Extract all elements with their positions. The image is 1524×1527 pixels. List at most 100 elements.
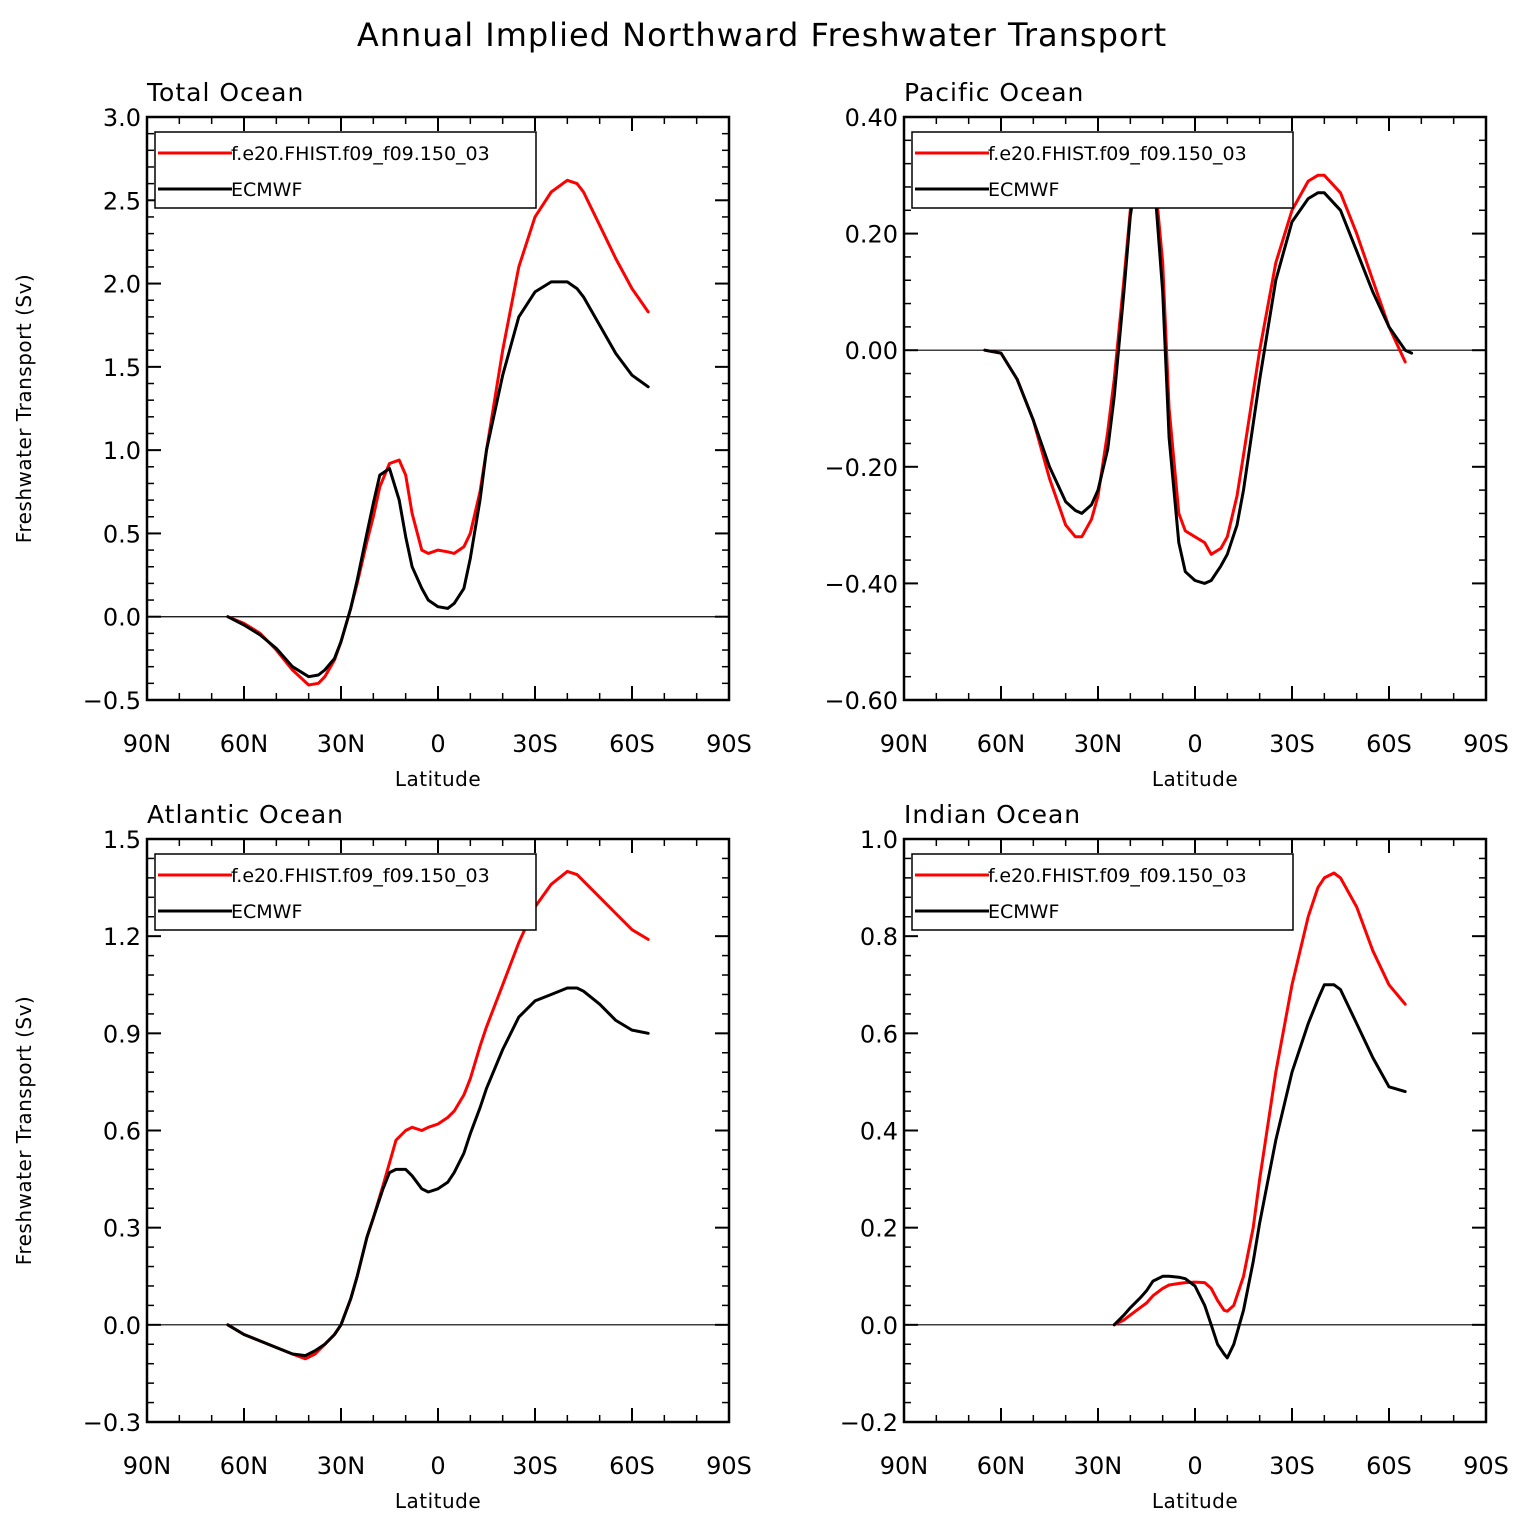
series-line-model xyxy=(226,178,650,687)
y-tick-label: 2.0 xyxy=(103,271,141,299)
legend-label: ECMWF xyxy=(988,179,1059,201)
x-tick-label: 90N xyxy=(880,1452,929,1480)
x-tick-label: 60N xyxy=(220,730,269,758)
plot-frame xyxy=(145,837,731,1424)
atlantic-ocean-panel: Atlantic Ocean −0.3 0.0 0.3 0.6 0.9 1.2 1.5 90N 6… xyxy=(12,800,752,1513)
x-tick-label: 0 xyxy=(1187,730,1202,758)
plot-frame xyxy=(902,115,1488,702)
y-tick-label: 0.9 xyxy=(103,1020,141,1048)
series-line-ecmwf xyxy=(226,986,650,1358)
panel-title: Indian Ocean xyxy=(904,800,1081,829)
y-tick-label: −0.5 xyxy=(83,687,141,715)
x-tick-label: 60N xyxy=(220,1452,269,1480)
legend-box xyxy=(911,131,1294,209)
x-tick-label: 30N xyxy=(1074,730,1123,758)
indian-ocean-panel: Indian Ocean −0.2 0.0 0.2 0.4 0.6 0.8 1.0 90N 60N… xyxy=(840,800,1509,1513)
total-ocean-panel: Total Ocean −0.5 0.0 0.5 1.0 1.5 2.0 2.5 3.0 90N 6… xyxy=(12,78,752,791)
y-tick-label: 0.20 xyxy=(845,221,898,249)
y-tick-label: 1.5 xyxy=(103,826,141,854)
legend-label: ECMWF xyxy=(231,901,302,923)
legend-label: f.e20.FHIST.f09_f09.150_03 xyxy=(988,143,1247,165)
x-tick-label: 90S xyxy=(706,1452,752,1480)
x-tick-label: 0 xyxy=(430,730,445,758)
panel-title: Atlantic Ocean xyxy=(147,800,344,829)
legend: f.e20.FHIST.f09_f09.150_03 ECMWF xyxy=(911,131,1294,209)
legend-box xyxy=(154,131,537,209)
panel-title: Pacific Ocean xyxy=(904,78,1084,107)
y-axis-label: Freshwater Transport (Sv) xyxy=(12,996,36,1265)
series-line-model xyxy=(983,150,1407,556)
x-axis-label: Latitude xyxy=(395,1489,481,1513)
legend-label: ECMWF xyxy=(988,901,1059,923)
y-tick-label: −0.2 xyxy=(840,1409,898,1437)
legend-box xyxy=(911,853,1294,931)
y-tick-label: 0.8 xyxy=(860,923,898,951)
x-tick-label: 90S xyxy=(706,730,752,758)
y-tick-label: 0.0 xyxy=(103,604,141,632)
y-tick-label: −0.60 xyxy=(824,687,898,715)
y-tick-label: 1.2 xyxy=(103,923,141,951)
y-tick-label: 0.6 xyxy=(860,1020,898,1048)
x-tick-label: 90N xyxy=(123,730,172,758)
y-tick-label: −0.20 xyxy=(824,454,898,482)
y-tick-label: −0.40 xyxy=(824,570,898,598)
y-tick-label: 1.0 xyxy=(103,437,141,465)
y-tick-label: 3.0 xyxy=(103,104,141,132)
panel-title: Total Ocean xyxy=(146,78,304,107)
x-axis-label: Latitude xyxy=(1152,1489,1238,1513)
y-tick-label: 0.4 xyxy=(860,1118,898,1146)
x-tick-label: 30S xyxy=(512,1452,558,1480)
x-tick-label: 30N xyxy=(1074,1452,1123,1480)
legend-label: f.e20.FHIST.f09_f09.150_03 xyxy=(988,865,1247,887)
y-tick-label: 0.0 xyxy=(860,1312,898,1340)
x-tick-label: 60N xyxy=(977,1452,1026,1480)
series-line-ecmwf xyxy=(983,133,1414,585)
x-tick-label: 60N xyxy=(977,730,1026,758)
figure-title: Annual Implied Northward Freshwater Tran… xyxy=(357,16,1167,54)
x-tick-label: 0 xyxy=(1187,1452,1202,1480)
legend: f.e20.FHIST.f09_f09.150_03 ECMWF xyxy=(911,853,1294,931)
plot-frame xyxy=(902,837,1488,1424)
legend-label: f.e20.FHIST.f09_f09.150_03 xyxy=(231,865,490,887)
x-tick-label: 0 xyxy=(430,1452,445,1480)
x-tick-label: 30S xyxy=(1269,1452,1315,1480)
series-line-model xyxy=(1112,871,1407,1327)
x-tick-label: 30S xyxy=(1269,730,1315,758)
pacific-ocean-panel: Pacific Ocean −0.60 −0.40 −0.20 0.00 0.20 0.40… xyxy=(824,78,1508,791)
y-axis-label: Freshwater Transport (Sv) xyxy=(12,274,36,543)
y-tick-label: 0.3 xyxy=(103,1215,141,1243)
legend-box xyxy=(154,853,537,931)
y-tick-label: 0.0 xyxy=(103,1312,141,1340)
x-tick-label: 60S xyxy=(1366,730,1412,758)
x-tick-label: 30S xyxy=(512,730,558,758)
x-tick-label: 30N xyxy=(317,1452,366,1480)
y-tick-label: 1.0 xyxy=(860,826,898,854)
y-tick-label: 2.5 xyxy=(103,187,141,215)
series-line-ecmwf xyxy=(226,280,650,679)
y-tick-label: 0.00 xyxy=(845,337,898,365)
legend-label: ECMWF xyxy=(231,179,302,201)
series-line-ecmwf xyxy=(1112,983,1407,1360)
y-tick-label: −0.3 xyxy=(83,1409,141,1437)
x-tick-label: 90N xyxy=(880,730,929,758)
y-tick-label: 0.6 xyxy=(103,1118,141,1146)
x-tick-label: 90S xyxy=(1463,1452,1509,1480)
x-tick-label: 60S xyxy=(1366,1452,1412,1480)
x-tick-label: 60S xyxy=(609,730,655,758)
x-axis-label: Latitude xyxy=(395,767,481,791)
y-tick-label: 0.40 xyxy=(845,104,898,132)
plot-frame xyxy=(145,115,731,702)
x-tick-label: 60S xyxy=(609,1452,655,1480)
y-tick-label: 1.5 xyxy=(103,354,141,382)
legend-label: f.e20.FHIST.f09_f09.150_03 xyxy=(231,143,490,165)
y-tick-label: 0.5 xyxy=(103,520,141,548)
x-axis-label: Latitude xyxy=(1152,767,1238,791)
y-tick-label: 0.2 xyxy=(860,1215,898,1243)
series-line-model xyxy=(226,869,650,1361)
x-tick-label: 90S xyxy=(1463,730,1509,758)
x-tick-label: 90N xyxy=(123,1452,172,1480)
x-tick-label: 30N xyxy=(317,730,366,758)
legend: f.e20.FHIST.f09_f09.150_03 ECMWF xyxy=(154,853,537,931)
legend: f.e20.FHIST.f09_f09.150_03 ECMWF xyxy=(154,131,537,209)
